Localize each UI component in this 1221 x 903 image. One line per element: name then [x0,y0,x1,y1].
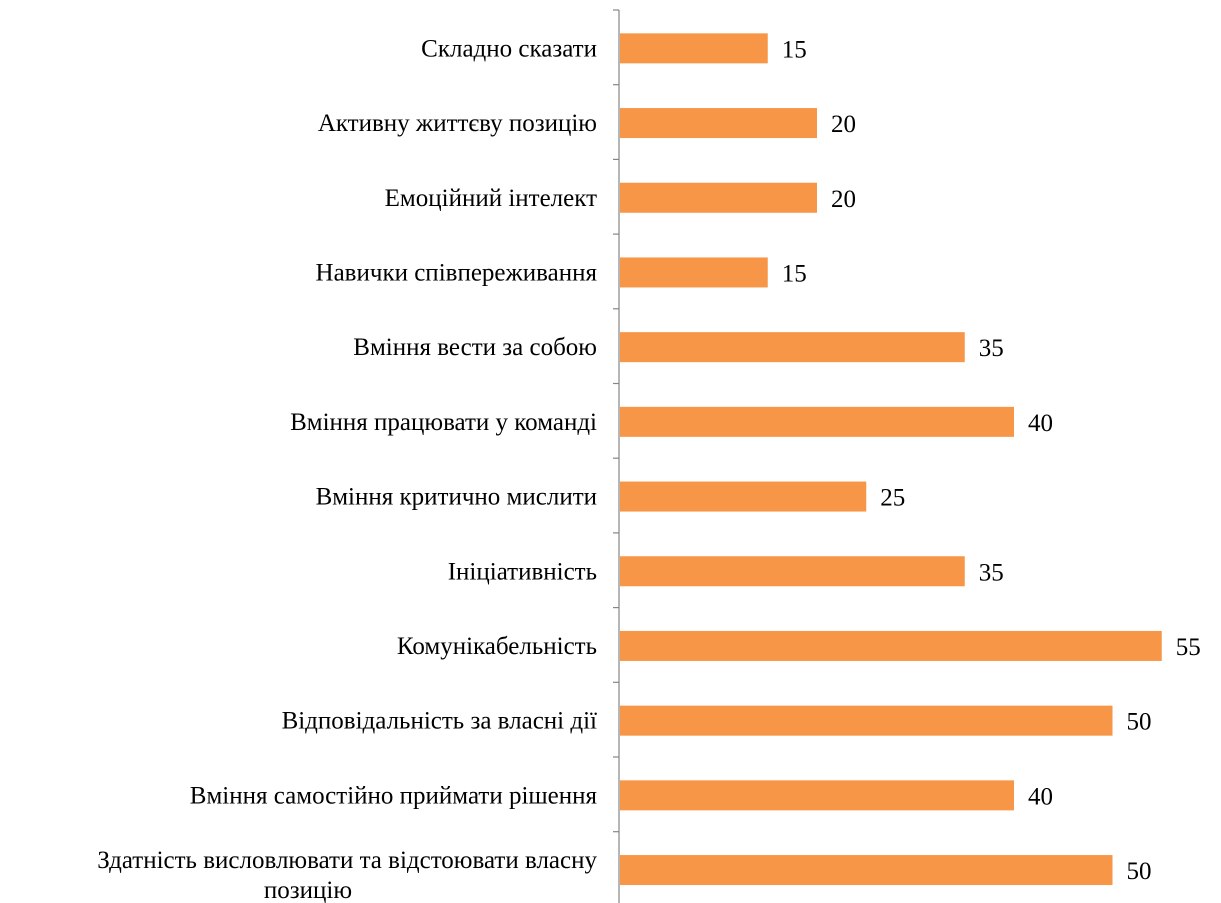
category-label: Вміння вести за собою [353,334,597,361]
value-labels-group: 15 20 20 15 35 40 25 35 55 50 40 50 [782,36,1201,885]
bar [620,481,867,512]
bar [620,33,768,64]
category-label: Навички співпереживання [316,259,598,286]
bar [620,257,768,288]
bar [620,556,965,587]
category-label: Складно сказати [421,35,597,62]
data-label: 50 [1127,709,1152,736]
bar [620,108,817,139]
bar [620,406,1014,437]
bar [620,332,965,363]
data-label: 15 [782,36,807,63]
category-label: Емоційний інтелект [385,185,597,212]
data-label: 15 [782,260,807,287]
category-label: Здатність висловлювати та відстоювати вл… [97,847,597,903]
data-label: 20 [831,111,856,138]
data-label: 50 [1127,858,1152,885]
bar [620,182,817,213]
data-label: 40 [1028,783,1053,810]
category-label: Вміння самостійно приймати рішення [190,782,598,809]
bar [620,630,1162,661]
data-label: 35 [979,559,1004,586]
bar [620,855,1113,886]
category-axis [613,9,620,903]
category-label: Активну життєву позицію [318,110,597,137]
category-label: Комунікабельність [397,633,597,660]
data-label: 55 [1176,634,1201,661]
category-label: Вміння працювати у команді [290,409,597,436]
data-label: 40 [1028,410,1053,437]
bar [620,705,1113,736]
category-label: Ініціативність [448,558,597,585]
category-labels-group: Складно сказати Активну життєву позицію Ем… [97,35,597,903]
data-label: 25 [880,485,905,512]
data-label: 35 [979,335,1004,362]
bar [620,780,1014,811]
category-label: Вміння критично мислити [316,484,597,511]
category-label: Відповідальність за власні дії [282,708,597,735]
data-label: 20 [831,186,856,213]
bars-group [620,33,1162,886]
